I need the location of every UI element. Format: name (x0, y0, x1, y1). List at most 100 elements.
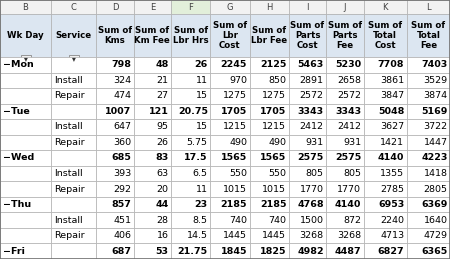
Text: 2412: 2412 (300, 123, 324, 131)
Bar (250, 228, 289, 243)
Bar (0, 0, 51, 14)
Bar (134, 88, 171, 104)
Text: 3627: 3627 (380, 123, 404, 131)
Bar (407, 228, 450, 243)
Bar (96, 57, 134, 73)
Text: 1015: 1015 (262, 185, 286, 193)
Bar (51, 88, 96, 104)
Text: 2572: 2572 (300, 91, 324, 100)
Bar (289, 104, 326, 119)
Text: 15: 15 (196, 91, 208, 100)
Bar (326, 57, 364, 73)
Text: 11: 11 (196, 76, 208, 85)
Text: 550: 550 (268, 169, 286, 178)
Bar (289, 88, 326, 104)
Bar (134, 14, 171, 57)
Bar (134, 166, 171, 181)
Bar (171, 150, 210, 166)
Bar (0, 243, 51, 259)
Bar (96, 181, 134, 197)
Text: −Mon: −Mon (3, 60, 34, 69)
Text: 1500: 1500 (300, 216, 324, 225)
Text: 1215: 1215 (223, 123, 247, 131)
Bar (171, 57, 210, 73)
Text: D: D (112, 3, 118, 11)
Bar (326, 243, 364, 259)
Bar (171, 119, 210, 135)
Text: Sum of
Kms: Sum of Kms (98, 26, 132, 45)
Text: Sum of
Parts
Fee: Sum of Parts Fee (328, 21, 362, 51)
Text: 1445: 1445 (262, 231, 286, 240)
Bar (51, 104, 96, 119)
Text: 20: 20 (157, 185, 168, 193)
Text: 8.5: 8.5 (193, 216, 208, 225)
Text: 2185: 2185 (260, 200, 286, 209)
Text: 1275: 1275 (223, 91, 247, 100)
Text: 857: 857 (111, 200, 131, 209)
Bar (364, 119, 407, 135)
Text: 27: 27 (157, 91, 168, 100)
Text: 360: 360 (113, 138, 131, 147)
Bar (326, 212, 364, 228)
Text: 647: 647 (113, 123, 131, 131)
Bar (210, 73, 250, 88)
Text: 1565: 1565 (260, 154, 286, 162)
Bar (0, 88, 51, 104)
Bar (69, 55, 79, 63)
Bar (250, 197, 289, 212)
Bar (0, 135, 51, 150)
Text: Wk Day: Wk Day (7, 31, 44, 40)
Bar (0, 166, 51, 181)
Text: 4487: 4487 (334, 247, 361, 256)
Bar (364, 104, 407, 119)
Text: −Fri: −Fri (3, 247, 25, 256)
Text: 3268: 3268 (337, 231, 361, 240)
Text: 7708: 7708 (378, 60, 404, 69)
Bar (210, 150, 250, 166)
Text: 6365: 6365 (421, 247, 447, 256)
Text: 2245: 2245 (220, 60, 247, 69)
Bar (250, 14, 289, 57)
Bar (407, 150, 450, 166)
Text: 21: 21 (157, 76, 168, 85)
Bar (326, 181, 364, 197)
Bar (0, 57, 51, 73)
Text: 2785: 2785 (380, 185, 404, 193)
Bar (96, 14, 134, 57)
Bar (134, 119, 171, 135)
Bar (171, 228, 210, 243)
Bar (407, 0, 450, 14)
Bar (210, 14, 250, 57)
Bar (171, 14, 210, 57)
Text: 2185: 2185 (220, 200, 247, 209)
Text: 44: 44 (155, 200, 168, 209)
Text: I: I (306, 3, 309, 11)
Bar (0, 119, 51, 135)
Text: 26: 26 (194, 60, 208, 69)
Text: 5048: 5048 (378, 107, 404, 116)
Text: 23: 23 (195, 200, 208, 209)
Text: Sum of
Lbr Hrs: Sum of Lbr Hrs (173, 26, 208, 45)
Bar (250, 88, 289, 104)
Bar (250, 181, 289, 197)
Text: 20.75: 20.75 (178, 107, 208, 116)
Bar (289, 197, 326, 212)
Bar (51, 0, 96, 14)
Bar (364, 228, 407, 243)
Text: 2658: 2658 (337, 76, 361, 85)
Text: 1007: 1007 (105, 107, 131, 116)
Bar (407, 166, 450, 181)
Bar (289, 14, 326, 57)
Text: 1770: 1770 (337, 185, 361, 193)
Bar (171, 181, 210, 197)
Text: 4729: 4729 (423, 231, 447, 240)
Bar (134, 57, 171, 73)
Text: 3529: 3529 (423, 76, 447, 85)
Bar (96, 119, 134, 135)
Bar (407, 57, 450, 73)
Bar (96, 212, 134, 228)
Bar (51, 73, 96, 88)
Bar (51, 243, 96, 259)
Bar (210, 135, 250, 150)
Text: Install: Install (54, 76, 83, 85)
